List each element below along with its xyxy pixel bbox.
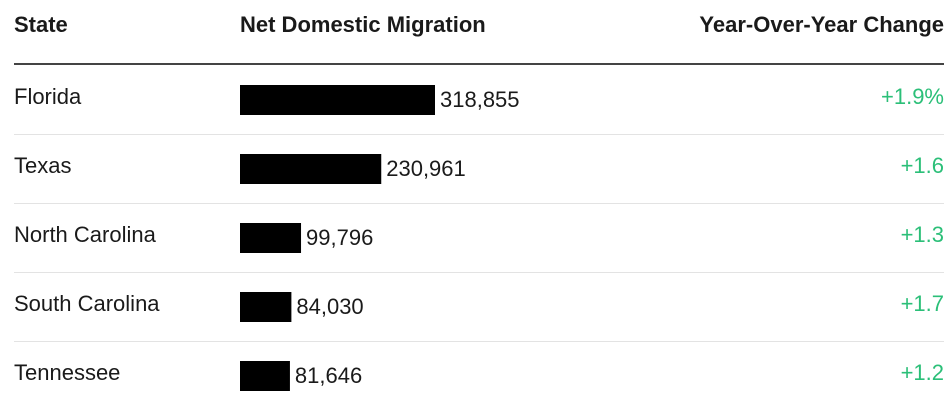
column-header: Net Domestic Migration bbox=[240, 12, 486, 37]
yoy-change: +1.2 bbox=[901, 360, 944, 385]
column-header: State bbox=[14, 12, 68, 37]
bar bbox=[240, 85, 435, 115]
state-name: Florida bbox=[14, 84, 82, 109]
bar bbox=[240, 154, 382, 184]
bar bbox=[240, 292, 292, 322]
yoy-change: +1.6 bbox=[901, 153, 944, 178]
value-label: 99,796 bbox=[306, 225, 373, 250]
state-name: South Carolina bbox=[14, 291, 160, 316]
value-label: 230,961 bbox=[386, 156, 466, 181]
value-label: 81,646 bbox=[295, 363, 362, 388]
state-name: Tennessee bbox=[14, 360, 120, 385]
yoy-change: +1.7 bbox=[901, 291, 944, 316]
state-name: Texas bbox=[14, 153, 71, 178]
bar bbox=[240, 361, 290, 391]
yoy-change: +1.3 bbox=[901, 222, 944, 247]
yoy-change: +1.9% bbox=[881, 84, 944, 109]
bar bbox=[240, 223, 302, 253]
column-header: Year-Over-Year Change bbox=[699, 12, 944, 37]
value-label: 84,030 bbox=[296, 294, 363, 319]
value-label: 318,855 bbox=[440, 87, 520, 112]
state-name: North Carolina bbox=[14, 222, 157, 247]
